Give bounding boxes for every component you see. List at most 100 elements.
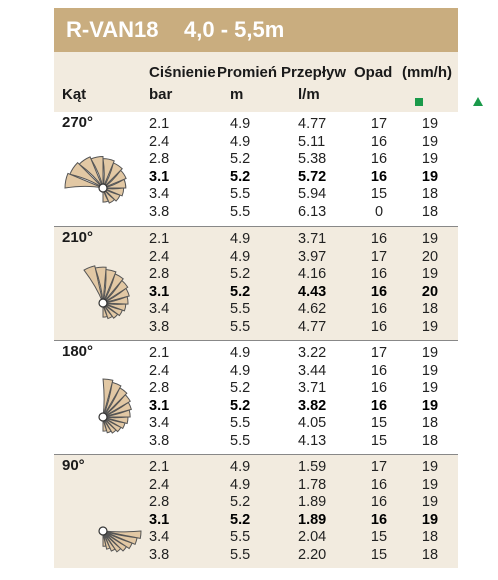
precip-square-cell: 16 <box>370 283 388 300</box>
pressure-cell: 2.1 <box>149 116 170 132</box>
precip-square-cell: 16 <box>370 266 388 282</box>
precip-triangle-cell: 19 <box>421 494 439 510</box>
radius-cell: 5.5 <box>230 432 251 449</box>
pressure-cell: 3.4 <box>149 301 170 317</box>
pressure-cell: 2.4 <box>149 362 170 379</box>
radius-cell: 5.5 <box>230 546 251 563</box>
nozzle-icon <box>98 183 108 193</box>
precip-square-cell: 17 <box>370 459 388 475</box>
header-promien: Promień <box>217 64 278 81</box>
header-opad-unit: (mm/h) <box>402 64 452 81</box>
flow-cell: 5.11 <box>298 133 326 150</box>
flow-cell: 5.94 <box>298 186 327 202</box>
range-title: 4,0 - 5,5m <box>184 17 285 42</box>
radius-cell: 5.2 <box>230 511 251 528</box>
precip-triangle-cell: 19 <box>421 116 439 132</box>
nozzle-icon <box>98 298 108 308</box>
nozzle-spray-fan-icon <box>64 155 127 204</box>
precip-triangle-cell: 19 <box>421 151 439 167</box>
pressure-cell: 2.8 <box>149 151 170 167</box>
radius-cell: 5.5 <box>230 203 251 220</box>
radius-cell: 5.5 <box>230 186 251 202</box>
precip-triangle-cell: 19 <box>421 345 439 361</box>
precip-triangle-cell: 19 <box>421 133 439 150</box>
precip-triangle-cell: 18 <box>421 301 439 317</box>
pressure-cell: 3.1 <box>149 283 170 300</box>
precip-square-cell: 16 <box>370 511 388 528</box>
precip-triangle-cell: 19 <box>421 397 439 414</box>
radius-cell: 4.9 <box>230 459 251 475</box>
radius-cell: 5.2 <box>230 380 251 396</box>
nozzle-spray-fan-icon <box>83 265 130 320</box>
pressure-cell: 2.4 <box>149 476 170 493</box>
pressure-cell: 2.4 <box>149 248 170 265</box>
flow-cell: 5.72 <box>298 168 327 185</box>
precip-triangle-cell: 19 <box>421 168 439 185</box>
nozzle-icon <box>98 526 108 536</box>
spray-segment <box>64 172 104 189</box>
table-header: Kąt Ciśnienie bar Promień m Przepływ l/m… <box>54 52 483 113</box>
precip-triangle-cell: 18 <box>421 415 439 431</box>
pressure-cell: 3.8 <box>149 318 170 335</box>
pressure-cell: 3.8 <box>149 432 170 449</box>
flow-cell: 3.97 <box>298 248 327 265</box>
flow-cell: 3.82 <box>298 397 327 414</box>
precip-square-cell: 16 <box>370 362 388 379</box>
flow-cell: 6.13 <box>298 203 327 220</box>
flow-cell: 4.16 <box>298 266 327 282</box>
flow-cell: 4.13 <box>298 432 327 449</box>
green-square-icon <box>415 98 423 106</box>
nozzle-spray-fan-icon <box>98 526 142 553</box>
radius-cell: 4.9 <box>230 133 251 150</box>
precip-square-cell: 16 <box>370 380 388 396</box>
nozzle-spray-fan-icon <box>98 378 132 434</box>
precip-square-cell: 17 <box>370 116 388 132</box>
header-opad: Opad <box>354 64 393 81</box>
precip-triangle-cell: 19 <box>421 459 439 475</box>
header-przeplyw: Przepływ <box>281 64 347 81</box>
radius-cell: 4.9 <box>230 231 251 247</box>
precip-triangle-cell: 18 <box>421 186 439 202</box>
pressure-cell: 3.1 <box>149 168 170 185</box>
radius-cell: 5.5 <box>230 529 251 545</box>
flow-cell: 1.78 <box>298 476 327 493</box>
section-210: 210° 2.1 4.9 3.71 16 19 2.4 4.9 3.97 17 20 2.8 5.2 4… <box>54 226 458 340</box>
radius-cell: 4.9 <box>230 248 251 265</box>
flow-cell: 2.20 <box>298 546 327 563</box>
precip-square-cell: 15 <box>370 186 388 202</box>
precip-triangle-cell: 19 <box>421 231 439 247</box>
flow-cell: 4.77 <box>298 318 327 335</box>
flow-cell: 1.89 <box>298 511 327 528</box>
precip-triangle-cell: 18 <box>421 529 439 545</box>
precip-square-cell: 16 <box>370 476 388 493</box>
precip-triangle-cell: 19 <box>421 266 439 282</box>
precip-triangle-cell: 18 <box>421 546 439 563</box>
section-90: 90° 2.1 4.9 1.59 17 19 2.4 4.9 1.78 16 19 2.8 5.2 1.… <box>54 454 458 568</box>
precip-square-cell: 15 <box>370 415 388 431</box>
precip-triangle-cell: 19 <box>421 476 439 493</box>
radius-cell: 5.5 <box>230 301 251 317</box>
angle-label: 210° <box>62 229 94 246</box>
header-cisnienie-unit: bar <box>149 86 173 103</box>
radius-cell: 4.9 <box>230 116 251 132</box>
flow-cell: 2.04 <box>298 529 327 545</box>
flow-cell: 4.05 <box>298 415 327 431</box>
pressure-cell: 3.1 <box>149 397 170 414</box>
precip-square-cell: 15 <box>370 432 388 449</box>
precip-triangle-cell: 19 <box>421 380 439 396</box>
radius-cell: 5.2 <box>230 283 251 300</box>
precip-triangle-cell: 19 <box>421 318 439 335</box>
radius-cell: 5.2 <box>230 494 251 510</box>
pressure-cell: 2.1 <box>149 345 170 361</box>
radius-cell: 4.9 <box>230 345 251 361</box>
flow-cell: 4.77 <box>298 116 327 132</box>
flow-cell: 3.71 <box>298 380 327 396</box>
pressure-cell: 2.1 <box>149 459 170 475</box>
flow-cell: 4.62 <box>298 301 327 317</box>
flow-cell: 1.89 <box>298 494 327 510</box>
radius-cell: 5.5 <box>230 415 251 431</box>
flow-cell: 3.71 <box>298 231 327 247</box>
pressure-cell: 3.4 <box>149 186 170 202</box>
angle-label: 270° <box>62 114 94 131</box>
radius-cell: 4.9 <box>230 362 251 379</box>
